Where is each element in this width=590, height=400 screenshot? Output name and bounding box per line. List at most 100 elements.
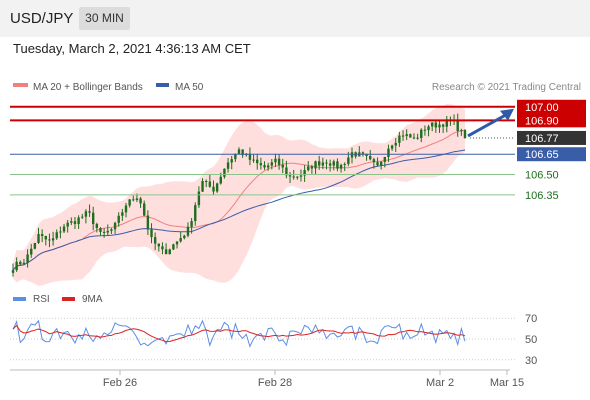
candle-body	[121, 212, 124, 216]
candle-body	[281, 164, 284, 168]
candle-body	[365, 153, 368, 157]
pivot-label: 106.65	[525, 149, 559, 161]
candle-body	[266, 165, 270, 168]
candle-body	[26, 254, 29, 263]
x-tick-label: Mar 2	[426, 377, 454, 389]
candle-body	[379, 161, 383, 166]
candle-body	[350, 152, 354, 158]
candle-body	[84, 211, 88, 217]
candle-body	[296, 176, 299, 178]
candle-body	[157, 243, 161, 247]
candle-body	[124, 205, 128, 213]
candle-body	[183, 235, 186, 239]
candle-body	[88, 211, 91, 213]
rsi-tick-label: 30	[525, 355, 537, 367]
candle-body	[59, 231, 62, 233]
candle-body	[317, 161, 321, 166]
rsi-line	[12, 319, 466, 348]
candle-body	[441, 124, 445, 127]
candle-body	[33, 243, 37, 249]
rsi-legend-label: RSI	[33, 294, 50, 305]
ma50-line	[12, 149, 466, 271]
ma20-legend-swatch	[13, 83, 28, 87]
candle-body	[153, 237, 157, 244]
candle-body	[277, 158, 281, 165]
candle-body	[62, 226, 66, 232]
candle-body	[40, 234, 44, 237]
candle-body	[234, 153, 237, 160]
candle-body	[190, 221, 193, 227]
candle-body	[412, 137, 416, 139]
candle-body	[113, 222, 117, 230]
candle-body	[102, 231, 106, 233]
candle-body	[150, 229, 153, 238]
rsi-ma-legend-swatch	[62, 297, 75, 301]
candle-body	[212, 186, 215, 192]
candle-body	[310, 166, 314, 169]
resistance-label: 106.90	[525, 115, 559, 127]
timeframe-badge[interactable]: 30 MIN	[79, 7, 130, 30]
candle-body	[11, 270, 15, 273]
rsi-ma-legend-label: 9MA	[82, 294, 103, 305]
candle-body	[194, 205, 197, 222]
symbol-title: USD/JPY	[10, 10, 74, 27]
candle-body	[423, 129, 427, 131]
candle-body	[427, 126, 430, 131]
candle-body	[77, 217, 80, 225]
candle-body	[361, 152, 365, 154]
candle-body	[325, 162, 328, 164]
ma50-legend-swatch	[156, 83, 169, 87]
candle-body	[135, 198, 139, 201]
candle-body	[460, 130, 463, 132]
candle-body	[219, 176, 222, 184]
candle-body	[390, 145, 394, 149]
pivot-badge	[517, 147, 586, 162]
rsi-plot: 70 50 30	[10, 313, 537, 367]
candle-body	[376, 162, 379, 166]
support-label: 106.50	[525, 170, 559, 182]
candle-body	[383, 156, 387, 162]
candle-body	[456, 119, 459, 131]
x-tick-label: Feb 26	[103, 377, 137, 389]
current-price-badge	[517, 130, 586, 145]
candle-body	[99, 228, 102, 232]
ma50-legend-label: MA 50	[175, 82, 204, 93]
candle-body	[91, 212, 95, 224]
credit-label: Research © 2021 Trading Central	[432, 82, 581, 93]
timestamp: Tuesday, March 2, 2021 4:36:13 AM CET	[13, 41, 251, 56]
candle-body	[398, 135, 401, 143]
candle-body	[299, 175, 303, 177]
support-label: 106.35	[525, 190, 559, 202]
candle-body	[438, 124, 441, 128]
candle-body	[369, 156, 372, 160]
resistance-badge	[517, 99, 586, 114]
header-bar: USD/JPY 30 MIN	[0, 0, 590, 37]
candle-body	[175, 241, 179, 245]
candle-body	[95, 223, 99, 229]
candle-body	[168, 249, 171, 255]
candle-body	[143, 203, 146, 216]
candle-body	[128, 199, 131, 206]
candle-body	[285, 167, 288, 176]
candle-body	[66, 222, 69, 227]
candle-body	[372, 159, 376, 163]
x-tick-label: Mar 15	[490, 377, 524, 389]
candle-body	[208, 181, 212, 187]
candle-body	[463, 130, 467, 138]
candle-body	[434, 122, 438, 128]
candle-body	[259, 163, 263, 166]
resistance-label: 107.00	[525, 102, 559, 114]
candle-body	[303, 170, 306, 176]
candle-body	[15, 261, 18, 271]
candle-body	[161, 246, 164, 250]
candle-body	[201, 181, 204, 192]
current-price-label: 106.77	[525, 133, 559, 145]
candle-body	[70, 221, 73, 223]
candle-body	[51, 238, 55, 241]
candle-body	[430, 122, 434, 127]
candle-body	[19, 261, 22, 265]
candle-body	[387, 148, 390, 157]
rsi-tick-label: 50	[525, 334, 537, 346]
candle-body	[37, 234, 40, 244]
